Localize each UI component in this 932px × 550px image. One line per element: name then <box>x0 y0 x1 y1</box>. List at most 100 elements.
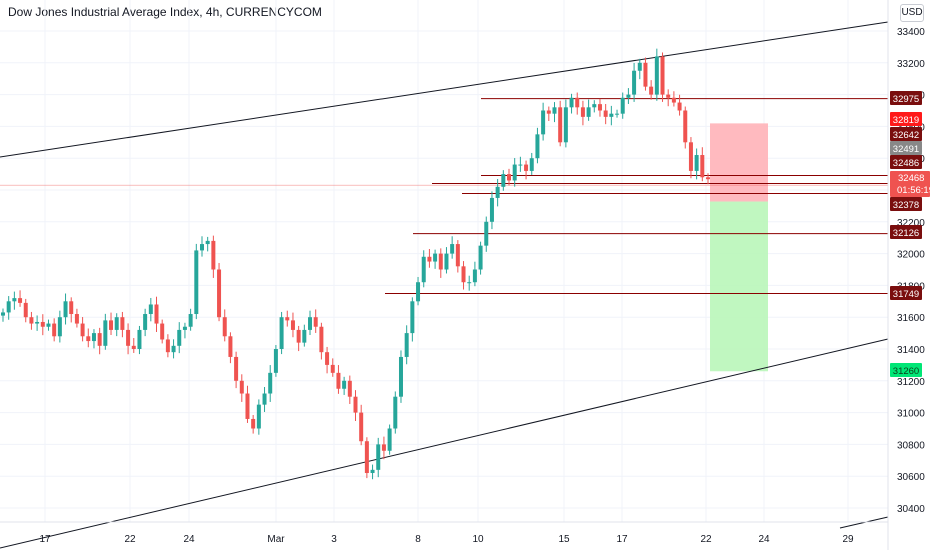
candle-body <box>325 352 330 365</box>
candle-body <box>137 329 142 349</box>
level-badge-32975 <box>890 91 922 105</box>
candle-body <box>694 155 699 171</box>
level-badge-label: 32819 <box>893 115 919 126</box>
price-tick-label: 30800 <box>897 440 925 451</box>
candle-body <box>450 244 455 254</box>
candle-body <box>143 314 148 330</box>
price-tick-label: 30400 <box>897 504 925 515</box>
candle-body <box>671 97 676 103</box>
level-badge-32486 <box>890 155 922 169</box>
level-badge-label: 32642 <box>893 130 919 141</box>
time-tick-label: 24 <box>758 534 770 545</box>
candle-body <box>199 244 204 251</box>
candle-body <box>632 70 637 95</box>
candle-body <box>69 301 74 315</box>
level-badge-label: 32378 <box>893 200 919 211</box>
candle-body <box>285 317 290 321</box>
candle-body <box>654 56 659 95</box>
candle-body <box>91 333 96 342</box>
candle-body <box>12 298 17 302</box>
price-tick-label: 31000 <box>897 409 925 420</box>
price-tick-label: 32200 <box>897 218 925 229</box>
candle-body <box>188 314 193 327</box>
level-badge-label: 32486 <box>893 158 919 169</box>
candle-body <box>597 104 602 111</box>
candle-body <box>609 113 614 117</box>
candle-body <box>433 253 438 262</box>
candle-body <box>177 329 182 346</box>
candle-body <box>154 304 159 324</box>
time-tick-label: 10 <box>472 534 484 545</box>
candle-body <box>700 155 705 178</box>
candle-body <box>165 339 170 353</box>
price-tick-label: 31600 <box>897 313 925 324</box>
candle-body <box>529 158 534 171</box>
candle-body <box>688 142 693 171</box>
candle-body <box>393 396 398 429</box>
candle-body <box>52 323 57 337</box>
candle-body <box>575 97 580 108</box>
time-tick-label: 29 <box>842 534 854 545</box>
candle-body <box>256 404 261 429</box>
candle-body <box>626 94 631 98</box>
time-tick-label: 24 <box>183 534 195 545</box>
candle-body <box>467 282 472 284</box>
candle-body <box>603 110 608 117</box>
candle-body <box>569 97 574 108</box>
level-badge-31260 <box>890 363 922 377</box>
price-tick-label: 31400 <box>897 345 925 356</box>
candle-body <box>308 317 313 330</box>
candle-body <box>273 349 278 373</box>
time-tick-label: Mar <box>267 534 285 545</box>
candle-body <box>211 240 216 270</box>
level-badge-label: 32491 <box>893 144 919 155</box>
price-tick-label: 32000 <box>897 250 925 261</box>
candle-body <box>410 301 415 334</box>
candle-body <box>279 317 284 349</box>
candle-body <box>97 333 102 346</box>
candle-body <box>234 356 239 381</box>
candle-body <box>541 110 546 135</box>
candle-body <box>677 102 682 111</box>
currency-button[interactable]: USD <box>900 4 924 22</box>
candle-body <box>40 321 45 327</box>
time-tick-label: 22 <box>124 534 136 545</box>
candle-body <box>472 269 477 283</box>
candle-body <box>29 317 34 324</box>
candle-body <box>222 317 227 337</box>
candle-body <box>478 245 483 270</box>
candle-body <box>398 356 403 397</box>
candle-body <box>495 186 500 198</box>
channel-upper-line <box>0 21 889 158</box>
candle-body <box>313 317 318 327</box>
candle-body <box>416 282 421 302</box>
candle-body <box>131 345 136 349</box>
level-badge-label: 32975 <box>893 94 919 105</box>
candle-body <box>296 329 301 343</box>
candle-body <box>35 321 40 324</box>
candle-body <box>592 104 597 108</box>
candle-body <box>1 312 5 316</box>
candle-body <box>46 323 51 327</box>
candle-body <box>552 107 557 114</box>
candle-body <box>421 256 426 283</box>
take-profit-zone <box>710 201 768 372</box>
candle-body <box>404 333 409 357</box>
candle-body <box>18 298 23 303</box>
candle-body <box>336 372 341 389</box>
candle-body <box>364 441 369 474</box>
candle-body <box>353 396 358 413</box>
candle-body <box>126 329 131 346</box>
candle-body <box>262 393 267 405</box>
level-badge-32819 <box>890 112 922 126</box>
candle-body <box>512 164 517 181</box>
level-badge-32491 <box>890 141 922 155</box>
candle-body <box>109 320 114 330</box>
candle-body <box>245 393 250 419</box>
candle-body <box>63 301 68 318</box>
candle-body <box>387 428 392 451</box>
candle-body <box>120 317 125 330</box>
candle-body <box>86 336 91 342</box>
time-tick-label: 3 <box>331 534 337 545</box>
